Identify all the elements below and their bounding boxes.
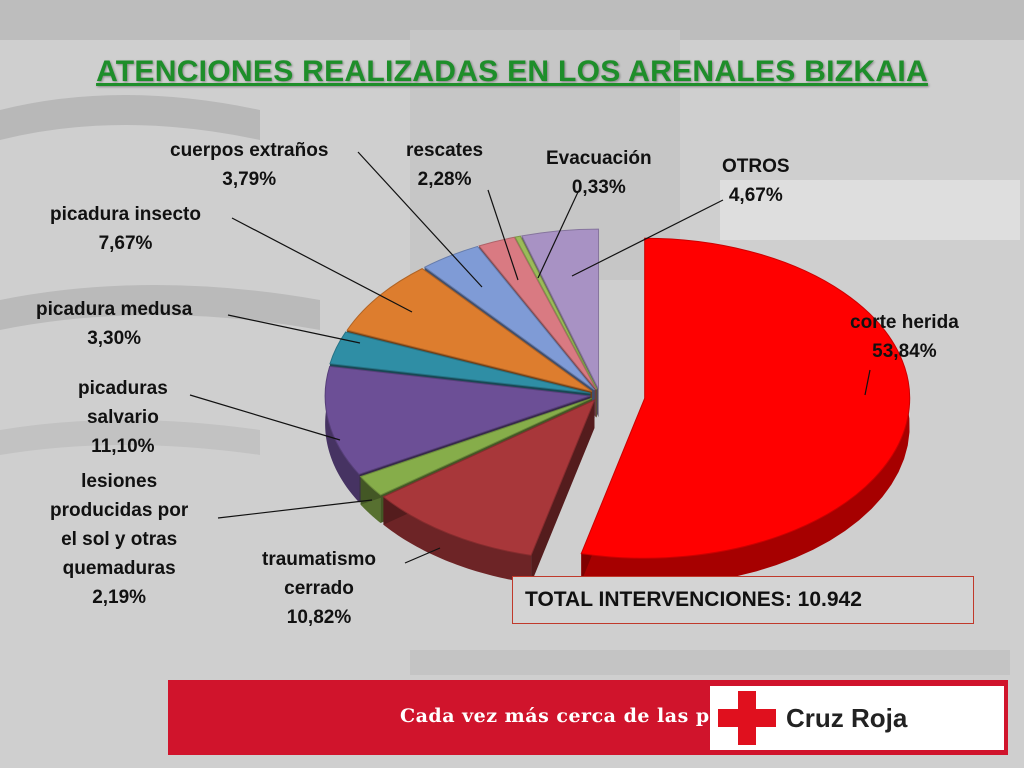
pie-slice-5 xyxy=(346,268,593,392)
logo-text: Cruz Roja xyxy=(786,703,908,733)
label-corte-herida: corte herida 53,84% xyxy=(850,312,959,362)
label-cuerpos: cuerpos extraños 3,79% xyxy=(170,140,329,190)
label-otros: OTROS 4,67% xyxy=(722,156,790,206)
pie-slice-wall-3 xyxy=(325,366,360,503)
leader-line-1 xyxy=(404,547,441,564)
page-title: ATENCIONES REALIZADAS EN LOS ARENALES BI… xyxy=(96,55,928,88)
pie-slice-4 xyxy=(329,331,591,394)
label-insecto: picadura insecto 7,67% xyxy=(50,204,201,254)
leader-line-5 xyxy=(231,217,413,313)
leader-line-9 xyxy=(571,199,724,277)
pie-slice-3 xyxy=(324,365,591,475)
pie-slice-8 xyxy=(514,235,598,390)
leader-line-8 xyxy=(537,191,579,279)
pie-slice-edge-1-0 xyxy=(531,400,595,584)
leader-line-4 xyxy=(227,314,361,344)
pie-slice-7 xyxy=(478,236,597,390)
leader-line-7 xyxy=(487,189,519,281)
label-rescates: rescates 2,28% xyxy=(406,140,484,190)
red-cross-icon xyxy=(718,691,776,745)
label-evacuacion: Evacuación 0,33% xyxy=(546,148,652,198)
leader-line-3 xyxy=(189,394,341,441)
pie-slice-wall-1 xyxy=(383,496,532,584)
leader-line-6 xyxy=(357,151,483,288)
leader-line-2 xyxy=(217,499,373,519)
pie-slice-6 xyxy=(423,245,595,391)
pie-slice-2 xyxy=(359,397,592,496)
label-lesiones: lesiones producidas por el sol y otras quem… xyxy=(50,471,189,608)
leader-line-0 xyxy=(864,369,871,396)
label-medusa: picadura medusa 3,30% xyxy=(36,299,193,349)
total-interventions-box: TOTAL INTERVENCIONES: 10.942 xyxy=(512,576,974,624)
footer-slogan: Cada vez más cerca de las personas xyxy=(400,705,796,727)
label-traumatismo: traumatismo cerrado 10,82% xyxy=(262,549,377,628)
label-salvario: picaduras salvario 11,10% xyxy=(78,378,168,457)
pie-slice-0 xyxy=(580,237,911,559)
pie-slice-1 xyxy=(382,399,596,556)
